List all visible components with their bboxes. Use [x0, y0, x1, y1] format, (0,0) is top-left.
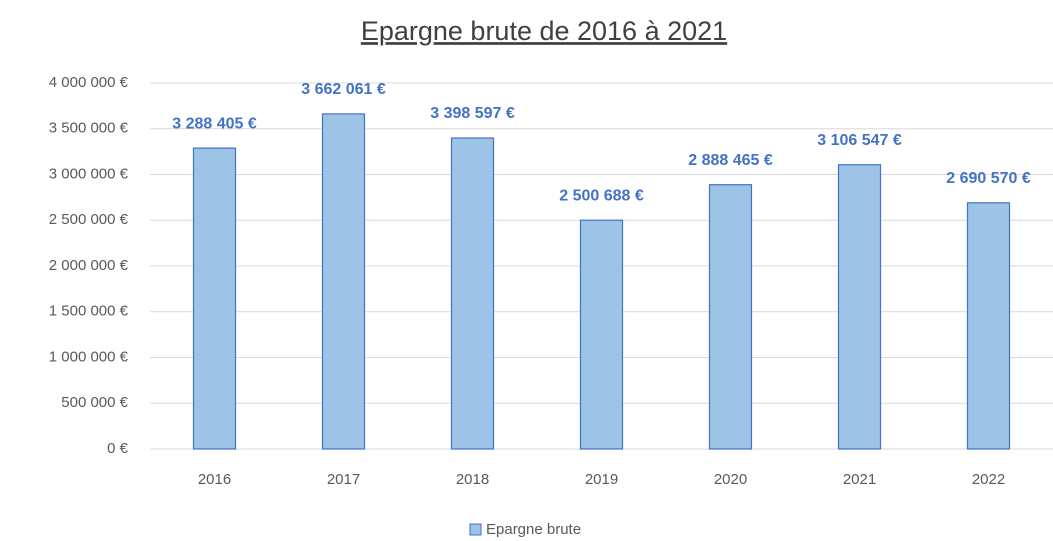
y-tick-label: 3 500 000 € — [49, 120, 129, 137]
y-tick-label: 1 500 000 € — [49, 303, 129, 320]
data-label: 3 662 061 € — [301, 81, 386, 98]
y-tick-label: 2 000 000 € — [49, 257, 129, 274]
bar — [708, 184, 753, 450]
legend-label: Epargne brute — [486, 521, 581, 538]
data-label: 3 106 547 € — [817, 132, 902, 149]
x-tick-label: 2017 — [327, 471, 360, 488]
x-tick-label: 2016 — [198, 471, 231, 488]
data-label: 2 500 688 € — [559, 187, 644, 204]
x-tick-label: 2021 — [843, 471, 876, 488]
y-tick-label: 2 500 000 € — [49, 211, 129, 228]
data-label: 3 398 597 € — [430, 105, 515, 122]
x-tick-label: 2022 — [972, 471, 1005, 488]
bar — [579, 219, 624, 450]
chart-title: Epargne brute de 2016 à 2021 — [361, 16, 727, 46]
x-tick-label: 2019 — [585, 471, 618, 488]
data-label: 3 288 405 € — [172, 115, 257, 132]
data-label: 2 888 465 € — [688, 152, 773, 169]
bar — [966, 202, 1011, 450]
legend-swatch — [469, 523, 482, 536]
y-tick-label: 500 000 € — [61, 394, 128, 411]
x-tick-label: 2020 — [714, 471, 747, 488]
y-tick-label: 0 € — [107, 440, 129, 457]
bar — [192, 147, 237, 450]
x-tick-label: 2018 — [456, 471, 489, 488]
y-tick-label: 3 000 000 € — [49, 165, 129, 182]
y-tick-label: 1 000 000 € — [49, 348, 129, 365]
bar — [321, 113, 366, 450]
y-tick-label: 4 000 000 € — [49, 74, 129, 91]
bar — [450, 137, 495, 450]
data-label: 2 690 570 € — [946, 170, 1031, 187]
bar — [837, 164, 882, 450]
